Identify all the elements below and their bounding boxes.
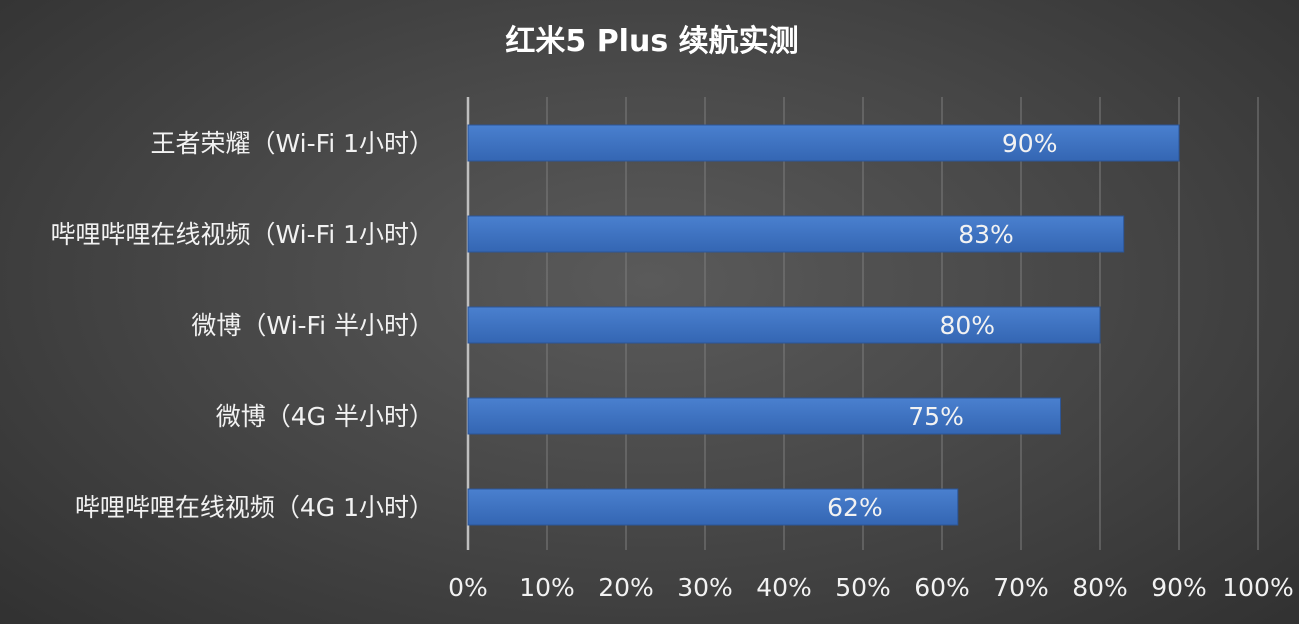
x-tick-label: 10% xyxy=(519,573,575,602)
x-tick-label: 70% xyxy=(993,573,1049,602)
bar xyxy=(467,215,1125,253)
x-tick-label: 40% xyxy=(756,573,812,602)
bar xyxy=(467,488,959,526)
data-label: 75% xyxy=(908,402,964,431)
bar xyxy=(467,124,1180,162)
bars xyxy=(467,124,1180,526)
category-label: 王者荣耀（Wi-Fi 1小时） xyxy=(151,129,435,158)
x-tick-label: 100% xyxy=(1222,573,1293,602)
category-label: 微博（Wi-Fi 半小时） xyxy=(191,311,434,340)
category-label: 哔哩哔哩在线视频（Wi-Fi 1小时） xyxy=(51,220,435,249)
x-tick-label: 50% xyxy=(835,573,891,602)
data-label: 80% xyxy=(939,311,995,340)
x-tick-label: 60% xyxy=(914,573,970,602)
category-label: 哔哩哔哩在线视频（4G 1小时） xyxy=(75,493,434,522)
x-tick-label: 90% xyxy=(1151,573,1207,602)
bar xyxy=(467,306,1101,344)
chart-title: 红米5 Plus 续航实测 xyxy=(505,24,798,59)
bar xyxy=(467,397,1061,435)
x-tick-label: 20% xyxy=(598,573,654,602)
x-tick-label: 80% xyxy=(1072,573,1128,602)
x-tick-label: 0% xyxy=(448,573,488,602)
data-label: 90% xyxy=(1002,129,1058,158)
data-label: 62% xyxy=(827,493,883,522)
data-label: 83% xyxy=(958,220,1014,249)
x-tick-label: 30% xyxy=(677,573,733,602)
category-label: 微博（4G 半小时） xyxy=(216,402,434,431)
labels: 0% 10% 20% 30% 40% 50% 60% 70% 80% 90% 100% 90% 王者荣耀… xyxy=(51,129,1294,602)
